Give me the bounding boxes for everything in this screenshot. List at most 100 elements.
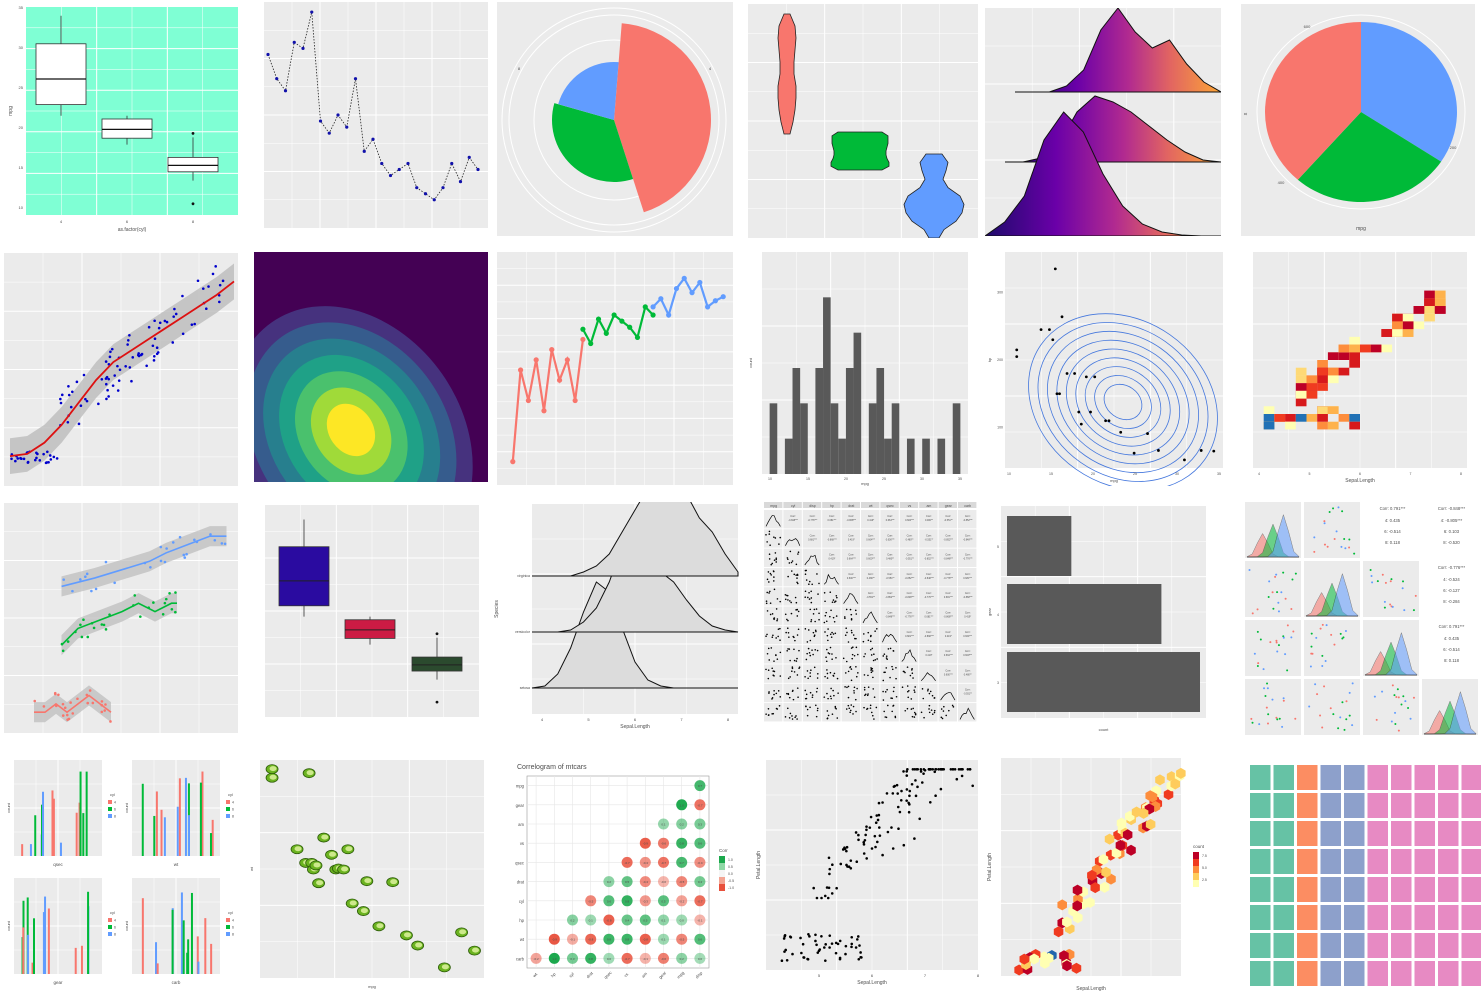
data-point xyxy=(66,714,69,717)
correlation-value: -0.551** xyxy=(963,693,972,696)
correlation-value: -0.1 xyxy=(570,938,576,942)
histogram-bar xyxy=(884,439,892,474)
data-point xyxy=(814,609,816,611)
data-point xyxy=(850,614,852,616)
matrix-cell xyxy=(900,664,918,682)
waffle-cell xyxy=(1250,793,1271,818)
data-point xyxy=(775,561,777,563)
data-point xyxy=(1343,729,1345,731)
data-point xyxy=(772,613,774,615)
data-point xyxy=(705,304,710,309)
data-point xyxy=(849,859,852,862)
data-point xyxy=(157,351,160,354)
strip-header-label: cyl xyxy=(791,504,796,508)
waffle-cell xyxy=(1250,765,1271,790)
correlation-value: -0.776*** xyxy=(963,558,973,561)
waffle-cell xyxy=(1462,849,1481,874)
x-tick-label: 20 xyxy=(1091,472,1095,476)
correlation-value: 0.600*** xyxy=(963,654,972,657)
correlation-value: -0.852*** xyxy=(944,538,954,541)
data-point xyxy=(172,315,175,318)
data-point xyxy=(1332,507,1334,509)
data-point xyxy=(798,611,800,613)
correlation-group: 4: -0.805*** xyxy=(1441,518,1463,523)
data-point xyxy=(858,944,861,947)
data-point xyxy=(788,678,790,680)
waffle-cell xyxy=(1438,877,1459,902)
data-point xyxy=(777,598,779,600)
correlation-label: Corr: xyxy=(810,533,816,537)
data-point xyxy=(778,628,780,630)
data-point xyxy=(50,458,53,461)
correlation-label: Corr: xyxy=(887,533,893,537)
data-point xyxy=(807,677,809,679)
data-point xyxy=(69,701,72,704)
waffle-cell xyxy=(1438,933,1459,958)
matrix-cell xyxy=(822,587,840,605)
data-point xyxy=(832,690,834,692)
data-point xyxy=(1285,598,1287,600)
chart-violin xyxy=(748,4,978,238)
correlation-value: -0.551** xyxy=(866,596,875,599)
data-point xyxy=(870,707,872,709)
data-point xyxy=(817,710,819,712)
data-point xyxy=(1352,682,1354,684)
legend-key xyxy=(108,807,112,811)
data-point xyxy=(86,636,89,639)
data-point xyxy=(828,868,831,871)
data-point xyxy=(770,602,772,604)
data-point xyxy=(1329,511,1331,513)
correlation-value: 0.1 xyxy=(661,938,666,942)
waffle-cell xyxy=(1391,821,1412,846)
data-point xyxy=(870,816,873,819)
data-point xyxy=(139,615,142,618)
data-point xyxy=(785,594,787,596)
data-point xyxy=(1015,348,1018,351)
data-point xyxy=(1321,655,1323,657)
data-point xyxy=(813,613,815,615)
heatmap-cell xyxy=(1349,337,1360,345)
data-point xyxy=(172,541,175,544)
data-point xyxy=(870,667,872,669)
data-point xyxy=(835,708,837,710)
data-point xyxy=(105,377,108,380)
correlation-label: Corr: xyxy=(965,572,971,576)
data-point xyxy=(807,958,810,961)
data-point xyxy=(697,280,702,285)
data-point xyxy=(193,539,196,542)
data-point xyxy=(798,551,800,553)
data-point xyxy=(825,612,827,614)
data-point xyxy=(1349,692,1351,694)
y-axis-label: count xyxy=(124,802,129,813)
waffle-cell xyxy=(1415,793,1436,818)
data-point xyxy=(906,788,909,791)
correlation-label: Corr: xyxy=(829,533,835,537)
pairs-cell xyxy=(1304,502,1360,558)
data-point xyxy=(1323,685,1325,687)
data-point xyxy=(773,660,775,662)
data-point xyxy=(773,536,775,538)
data-point xyxy=(118,379,121,382)
data-point xyxy=(797,674,799,676)
waffle-cell xyxy=(1250,849,1271,874)
data-point xyxy=(844,616,846,618)
data-point xyxy=(76,697,79,700)
matrix-cell xyxy=(880,703,898,721)
data-point xyxy=(1313,536,1315,538)
data-point xyxy=(1334,538,1336,540)
data-point xyxy=(1394,712,1396,714)
data-point xyxy=(103,624,106,627)
data-point xyxy=(873,653,875,655)
data-point xyxy=(59,398,62,401)
data-point xyxy=(183,556,186,559)
data-point xyxy=(773,576,775,578)
data-point xyxy=(844,953,847,956)
data-point xyxy=(851,658,853,660)
data-point xyxy=(916,786,919,789)
correlation-value: -0.4 xyxy=(643,880,649,884)
correlation-value: -0.848*** xyxy=(885,616,895,619)
lime-highlight xyxy=(364,878,371,883)
data-point xyxy=(46,451,49,454)
data-point xyxy=(56,457,59,460)
data-point xyxy=(852,713,854,715)
